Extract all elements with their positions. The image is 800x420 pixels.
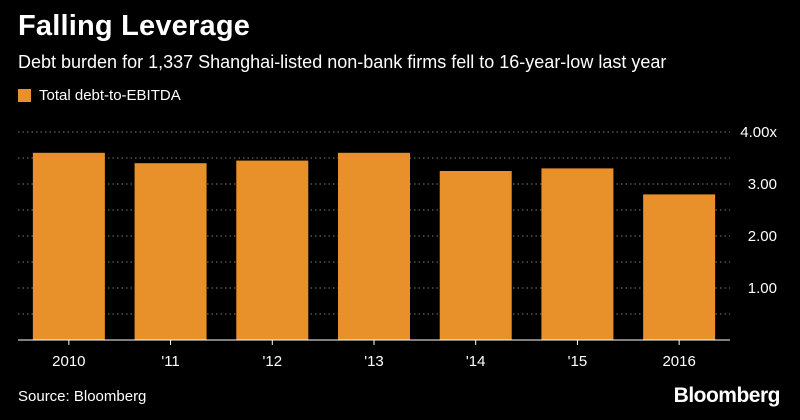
bar bbox=[236, 160, 309, 340]
legend: Total debt-to-EBITDA bbox=[18, 87, 181, 104]
chart-title: Falling Leverage bbox=[18, 10, 251, 42]
bar bbox=[134, 163, 207, 340]
x-tick-label: '14 bbox=[466, 353, 486, 370]
x-tick-label: 2010 bbox=[52, 353, 85, 370]
x-tick-label: '15 bbox=[568, 353, 588, 370]
legend-swatch bbox=[18, 89, 31, 102]
x-tick-label: '11 bbox=[161, 353, 179, 370]
chart-subtitle: Debt burden for 1,337 Shanghai-listed no… bbox=[18, 52, 667, 72]
y-tick-label: 4.00x bbox=[740, 124, 777, 141]
y-tick-label: 2.00 bbox=[748, 228, 777, 245]
y-tick-label: 1.00 bbox=[748, 280, 777, 297]
y-tick-label: 3.00 bbox=[748, 176, 777, 193]
x-tick-label: 2016 bbox=[662, 353, 695, 370]
source-note: Source: Bloomberg bbox=[18, 388, 147, 405]
bar bbox=[32, 152, 105, 340]
bar bbox=[541, 168, 614, 340]
bloomberg-logo: Bloomberg bbox=[673, 384, 781, 407]
x-tick-label: '12 bbox=[263, 353, 283, 370]
bar bbox=[643, 194, 716, 340]
bar bbox=[439, 171, 512, 340]
bar bbox=[338, 152, 410, 340]
x-tick-label: '13 bbox=[364, 353, 384, 370]
legend-label: Total debt-to-EBITDA bbox=[39, 87, 181, 104]
